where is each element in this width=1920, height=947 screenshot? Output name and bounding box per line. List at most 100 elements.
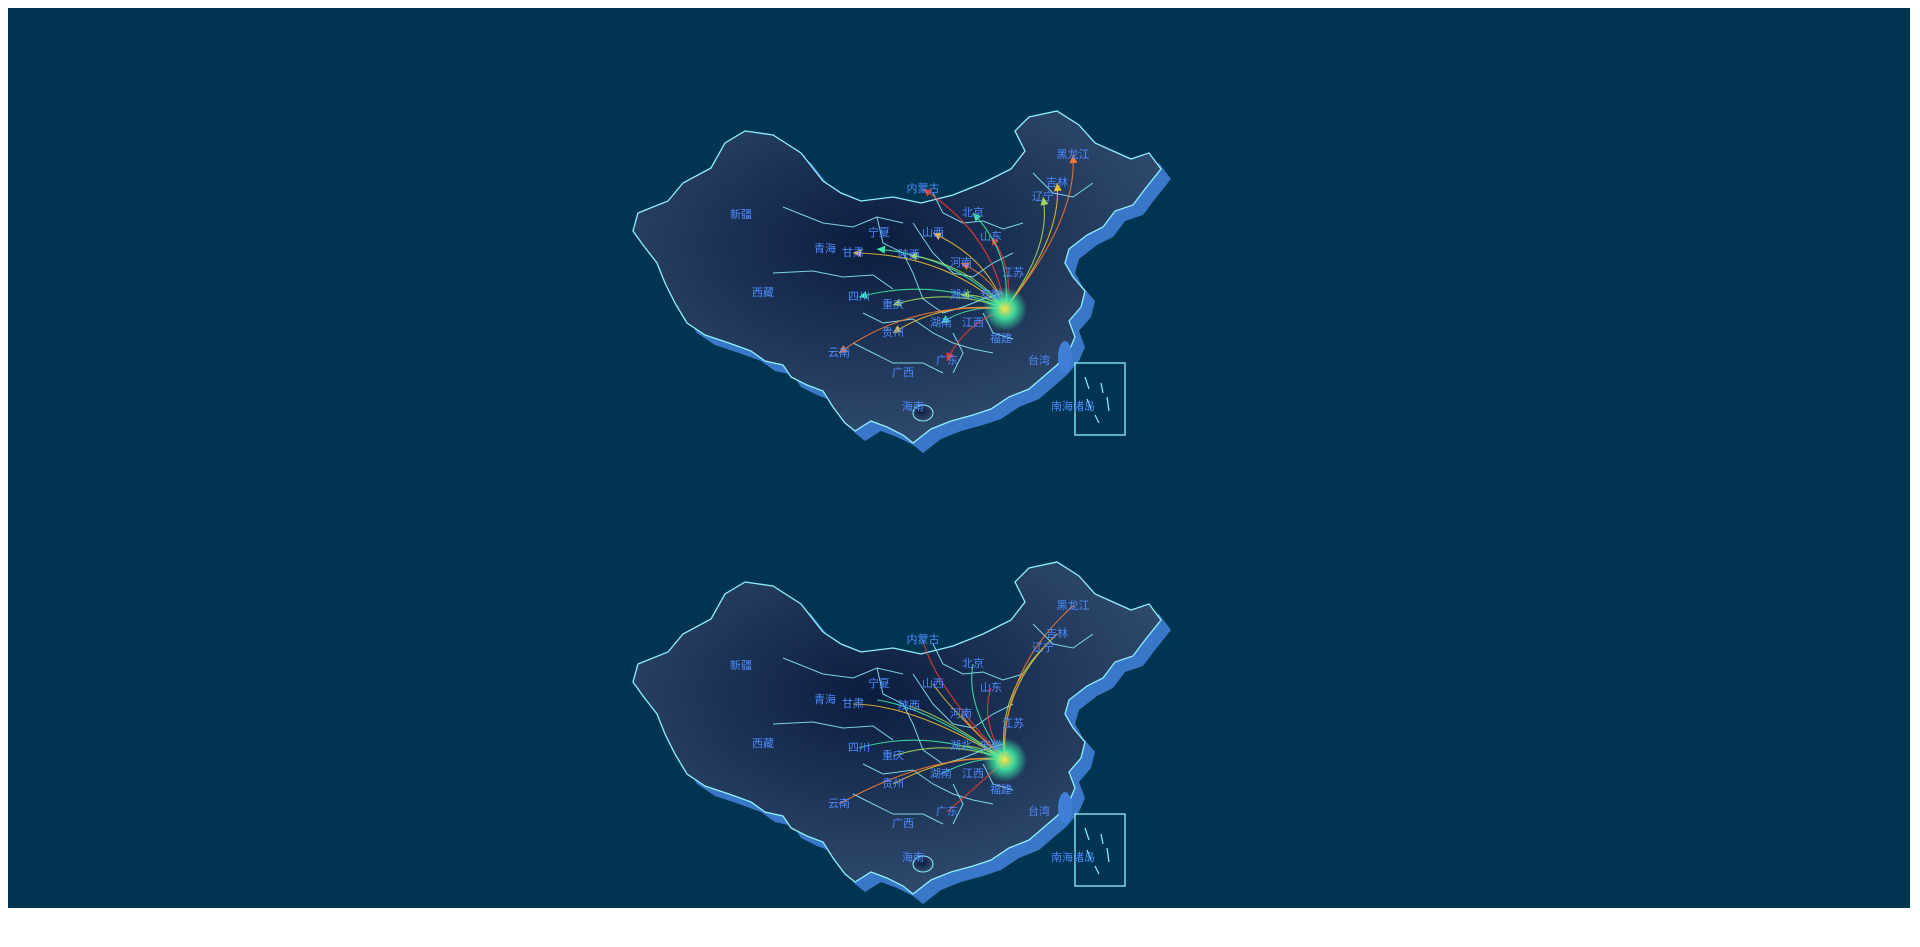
map-canvas: 新疆 西藏 青海 内蒙古 黑龙江 吉林 辽宁 北京 宁夏 甘肃 山西 山东 陕西 河南 江苏 四川 重庆 湖北 安徽…	[8, 8, 1910, 908]
province-label-nanhai: 南海诸岛	[1051, 850, 1095, 864]
island-dash	[1106, 396, 1110, 412]
flow-arrowhead	[946, 352, 954, 361]
island-dash	[1106, 847, 1110, 863]
province-label-jiangxi: 江西	[962, 767, 984, 780]
province-label-neimenggu: 内蒙古	[907, 181, 940, 195]
province-label-guangxi: 广西	[892, 817, 914, 830]
flow-arrowhead	[853, 249, 862, 258]
province-label-taiwan: 台湾	[1028, 804, 1050, 818]
province-label-jiangsu: 江苏	[1002, 266, 1024, 279]
flow-arrowhead	[933, 232, 942, 240]
province-label-nanhai: 南海诸岛	[1051, 399, 1095, 413]
province-border	[932, 643, 1024, 681]
flow-line	[852, 703, 1006, 761]
island-dash	[1100, 382, 1104, 394]
flow-arrowhead	[859, 291, 868, 299]
province-border	[862, 312, 994, 354]
province-label-guangxi: 广西	[892, 366, 914, 379]
province-label-hunan: 湖南	[930, 316, 952, 329]
province-label-ningxia: 宁夏	[868, 225, 890, 239]
province-label-chongqing: 重庆	[882, 297, 904, 311]
province-label-xizang: 西藏	[752, 286, 774, 299]
province-label-sichuan: 四川	[848, 290, 870, 303]
province-label-hainan: 海南	[902, 850, 924, 864]
flow-arrowhead	[1053, 183, 1062, 192]
province-label-gansu: 甘肃	[842, 697, 864, 710]
province-label-henan: 河南	[950, 707, 972, 720]
island-dash	[1086, 398, 1092, 410]
province-label-shanxi: 山西	[922, 226, 944, 239]
province-label-xizang: 西藏	[752, 737, 774, 750]
province-label-jiangxi: 江西	[962, 316, 984, 329]
province-label-anhui: 安徽	[980, 738, 1002, 752]
province-border	[932, 192, 1024, 230]
province-label-liaoning: 辽宁	[1032, 640, 1054, 654]
province-label-neimenggu: 内蒙古	[907, 632, 940, 646]
province-label-heilongjiang: 黑龙江	[1057, 148, 1090, 161]
province-label-guizhou: 贵州	[882, 777, 904, 790]
island-dash	[1084, 376, 1090, 390]
province-label-shandong: 山东	[980, 230, 1002, 243]
province-border	[782, 206, 904, 228]
province-label-shanxi: 山西	[922, 677, 944, 690]
province-border	[876, 667, 1004, 765]
flow-arrowhead	[893, 298, 902, 307]
flow-arrowhead	[909, 252, 918, 261]
flow-arrowhead	[961, 290, 970, 299]
province-border	[772, 270, 894, 290]
south-china-sea-inset	[1074, 362, 1126, 436]
province-label-hebei: 北京	[962, 205, 984, 219]
province-label-sichuan: 四川	[848, 741, 870, 754]
province-label-fujian: 福建	[990, 782, 1012, 796]
flow-arrowhead	[941, 315, 950, 323]
province-border	[772, 721, 894, 741]
province-border	[862, 763, 994, 805]
province-border	[1032, 623, 1094, 649]
province-label-heilongjiang: 黑龙江	[1057, 599, 1090, 612]
province-label-jiangsu: 江苏	[1002, 717, 1024, 730]
province-label-shaanxi: 陕西	[898, 247, 920, 261]
province-label-guizhou: 贵州	[882, 326, 904, 339]
island-dash	[1094, 865, 1100, 875]
province-border	[1032, 172, 1094, 198]
taiwan-island	[1058, 792, 1072, 824]
island-dash	[1094, 414, 1100, 424]
province-label-yunnan: 云南	[828, 797, 850, 810]
flow-arrowhead	[877, 245, 886, 254]
province-border	[952, 332, 964, 374]
province-border	[782, 657, 904, 679]
south-china-sea-inset	[1074, 813, 1126, 887]
province-label-jilin: 吉林	[1046, 626, 1068, 640]
hub-glow	[983, 287, 1027, 331]
province-label-hebei: 北京	[962, 656, 984, 670]
flow-line	[922, 639, 1006, 761]
province-border	[912, 673, 1014, 729]
island-dash	[1084, 827, 1090, 841]
flow-arrowhead	[839, 345, 848, 353]
province-border	[952, 783, 964, 825]
province-label-hainan: 海南	[902, 399, 924, 413]
province-label-xinjiang: 新疆	[730, 207, 752, 221]
hub-glow	[983, 738, 1027, 782]
province-label-qinghai: 青海	[814, 692, 836, 706]
province-label-ningxia: 宁夏	[868, 676, 890, 690]
province-label-yunnan: 云南	[828, 346, 850, 359]
province-label-hubei: 湖北	[950, 739, 972, 752]
hainan-island	[912, 404, 934, 422]
island-dash	[1086, 849, 1092, 861]
hainan-island	[912, 855, 934, 873]
province-label-qinghai: 青海	[814, 241, 836, 255]
province-label-xinjiang: 新疆	[730, 658, 752, 672]
province-border	[876, 216, 1004, 314]
province-label-fujian: 福建	[990, 331, 1012, 345]
province-label-chongqing: 重庆	[882, 748, 904, 762]
flow-line	[1004, 154, 1074, 310]
province-label-gansu: 甘肃	[842, 246, 864, 259]
island-dash	[1100, 833, 1104, 845]
province-label-guangdong: 广东	[936, 354, 958, 367]
province-label-shaanxi: 陕西	[898, 698, 920, 712]
province-label-taiwan: 台湾	[1028, 353, 1050, 367]
flow-arrowhead	[1069, 155, 1078, 164]
province-label-henan: 河南	[950, 256, 972, 269]
